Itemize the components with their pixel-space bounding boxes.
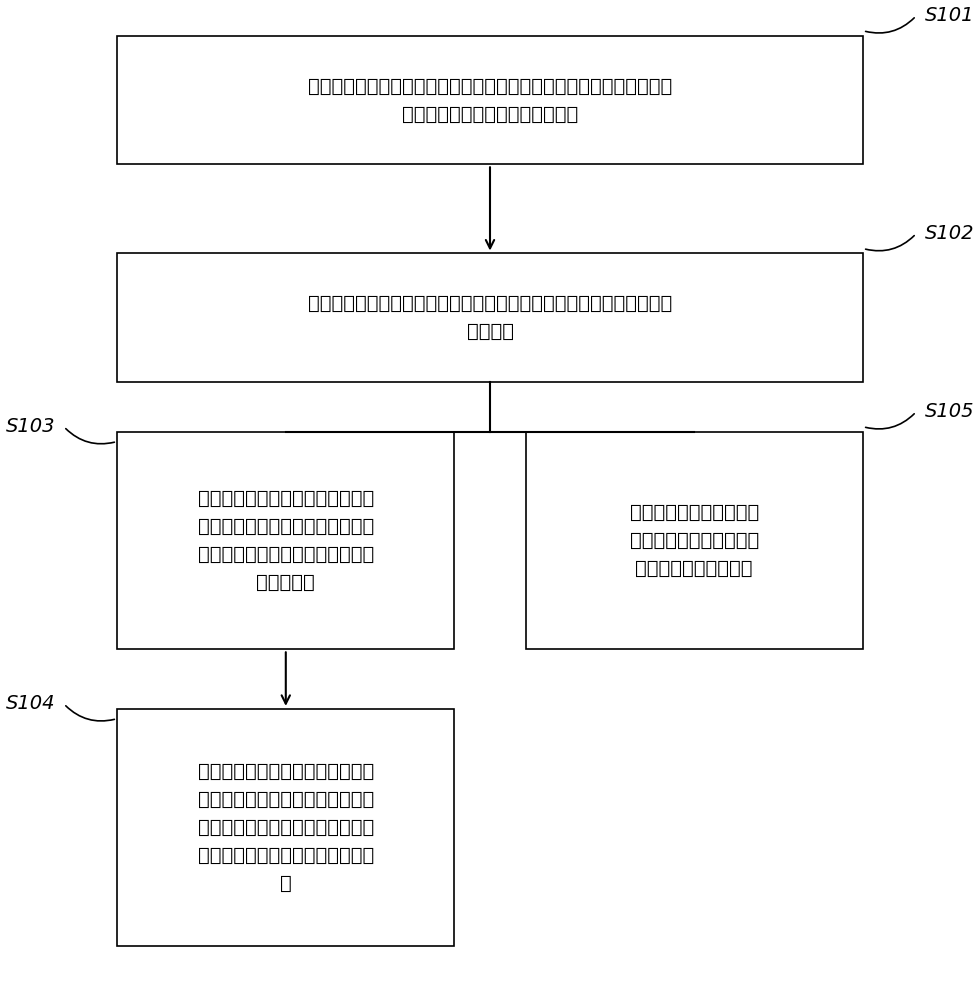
FancyBboxPatch shape xyxy=(117,36,863,164)
Text: S104: S104 xyxy=(6,694,55,713)
Text: 若系统中没有发起调节任
务的冷却塔控制器，则保
持冷却塔运行参数不变: 若系统中没有发起调节任 务的冷却塔控制器，则保 持冷却塔运行参数不变 xyxy=(629,503,759,578)
FancyBboxPatch shape xyxy=(117,709,455,946)
Text: S101: S101 xyxy=(925,6,974,25)
Text: 为冷却塔系统中的每个冷却塔分别设置一个冷却塔控制器，并将所有冷
却塔控制器互联以形成无中心网络: 为冷却塔系统中的每个冷却塔分别设置一个冷却塔控制器，并将所有冷 却塔控制器互联以… xyxy=(308,77,672,124)
Text: S102: S102 xyxy=(925,224,974,243)
Text: 经过若干次信息交互之后系统确定
每台冷却塔优化后的运行参数，冷
却塔控制器根据优化后的运行参数
控制相应冷却塔达到相应的运行状
态: 经过若干次信息交互之后系统确定 每台冷却塔优化后的运行参数，冷 却塔控制器根据优… xyxy=(198,762,374,893)
FancyBboxPatch shape xyxy=(117,253,863,382)
Text: S103: S103 xyxy=(6,417,55,436)
Text: 若系统中存在发起调节任务的冷却
塔控制器，则系统中的冷却塔控制
器开始与其相邻的冷却塔控制器进
行信息交互: 若系统中存在发起调节任务的冷却 塔控制器，则系统中的冷却塔控制 器开始与其相邻的… xyxy=(198,489,374,592)
Text: S105: S105 xyxy=(925,402,974,421)
Text: 当冷却塔控制器判断达到一定的触发条件时，则由该冷却塔控制器发起
调节任务: 当冷却塔控制器判断达到一定的触发条件时，则由该冷却塔控制器发起 调节任务 xyxy=(308,294,672,341)
FancyBboxPatch shape xyxy=(117,432,455,649)
FancyBboxPatch shape xyxy=(525,432,863,649)
